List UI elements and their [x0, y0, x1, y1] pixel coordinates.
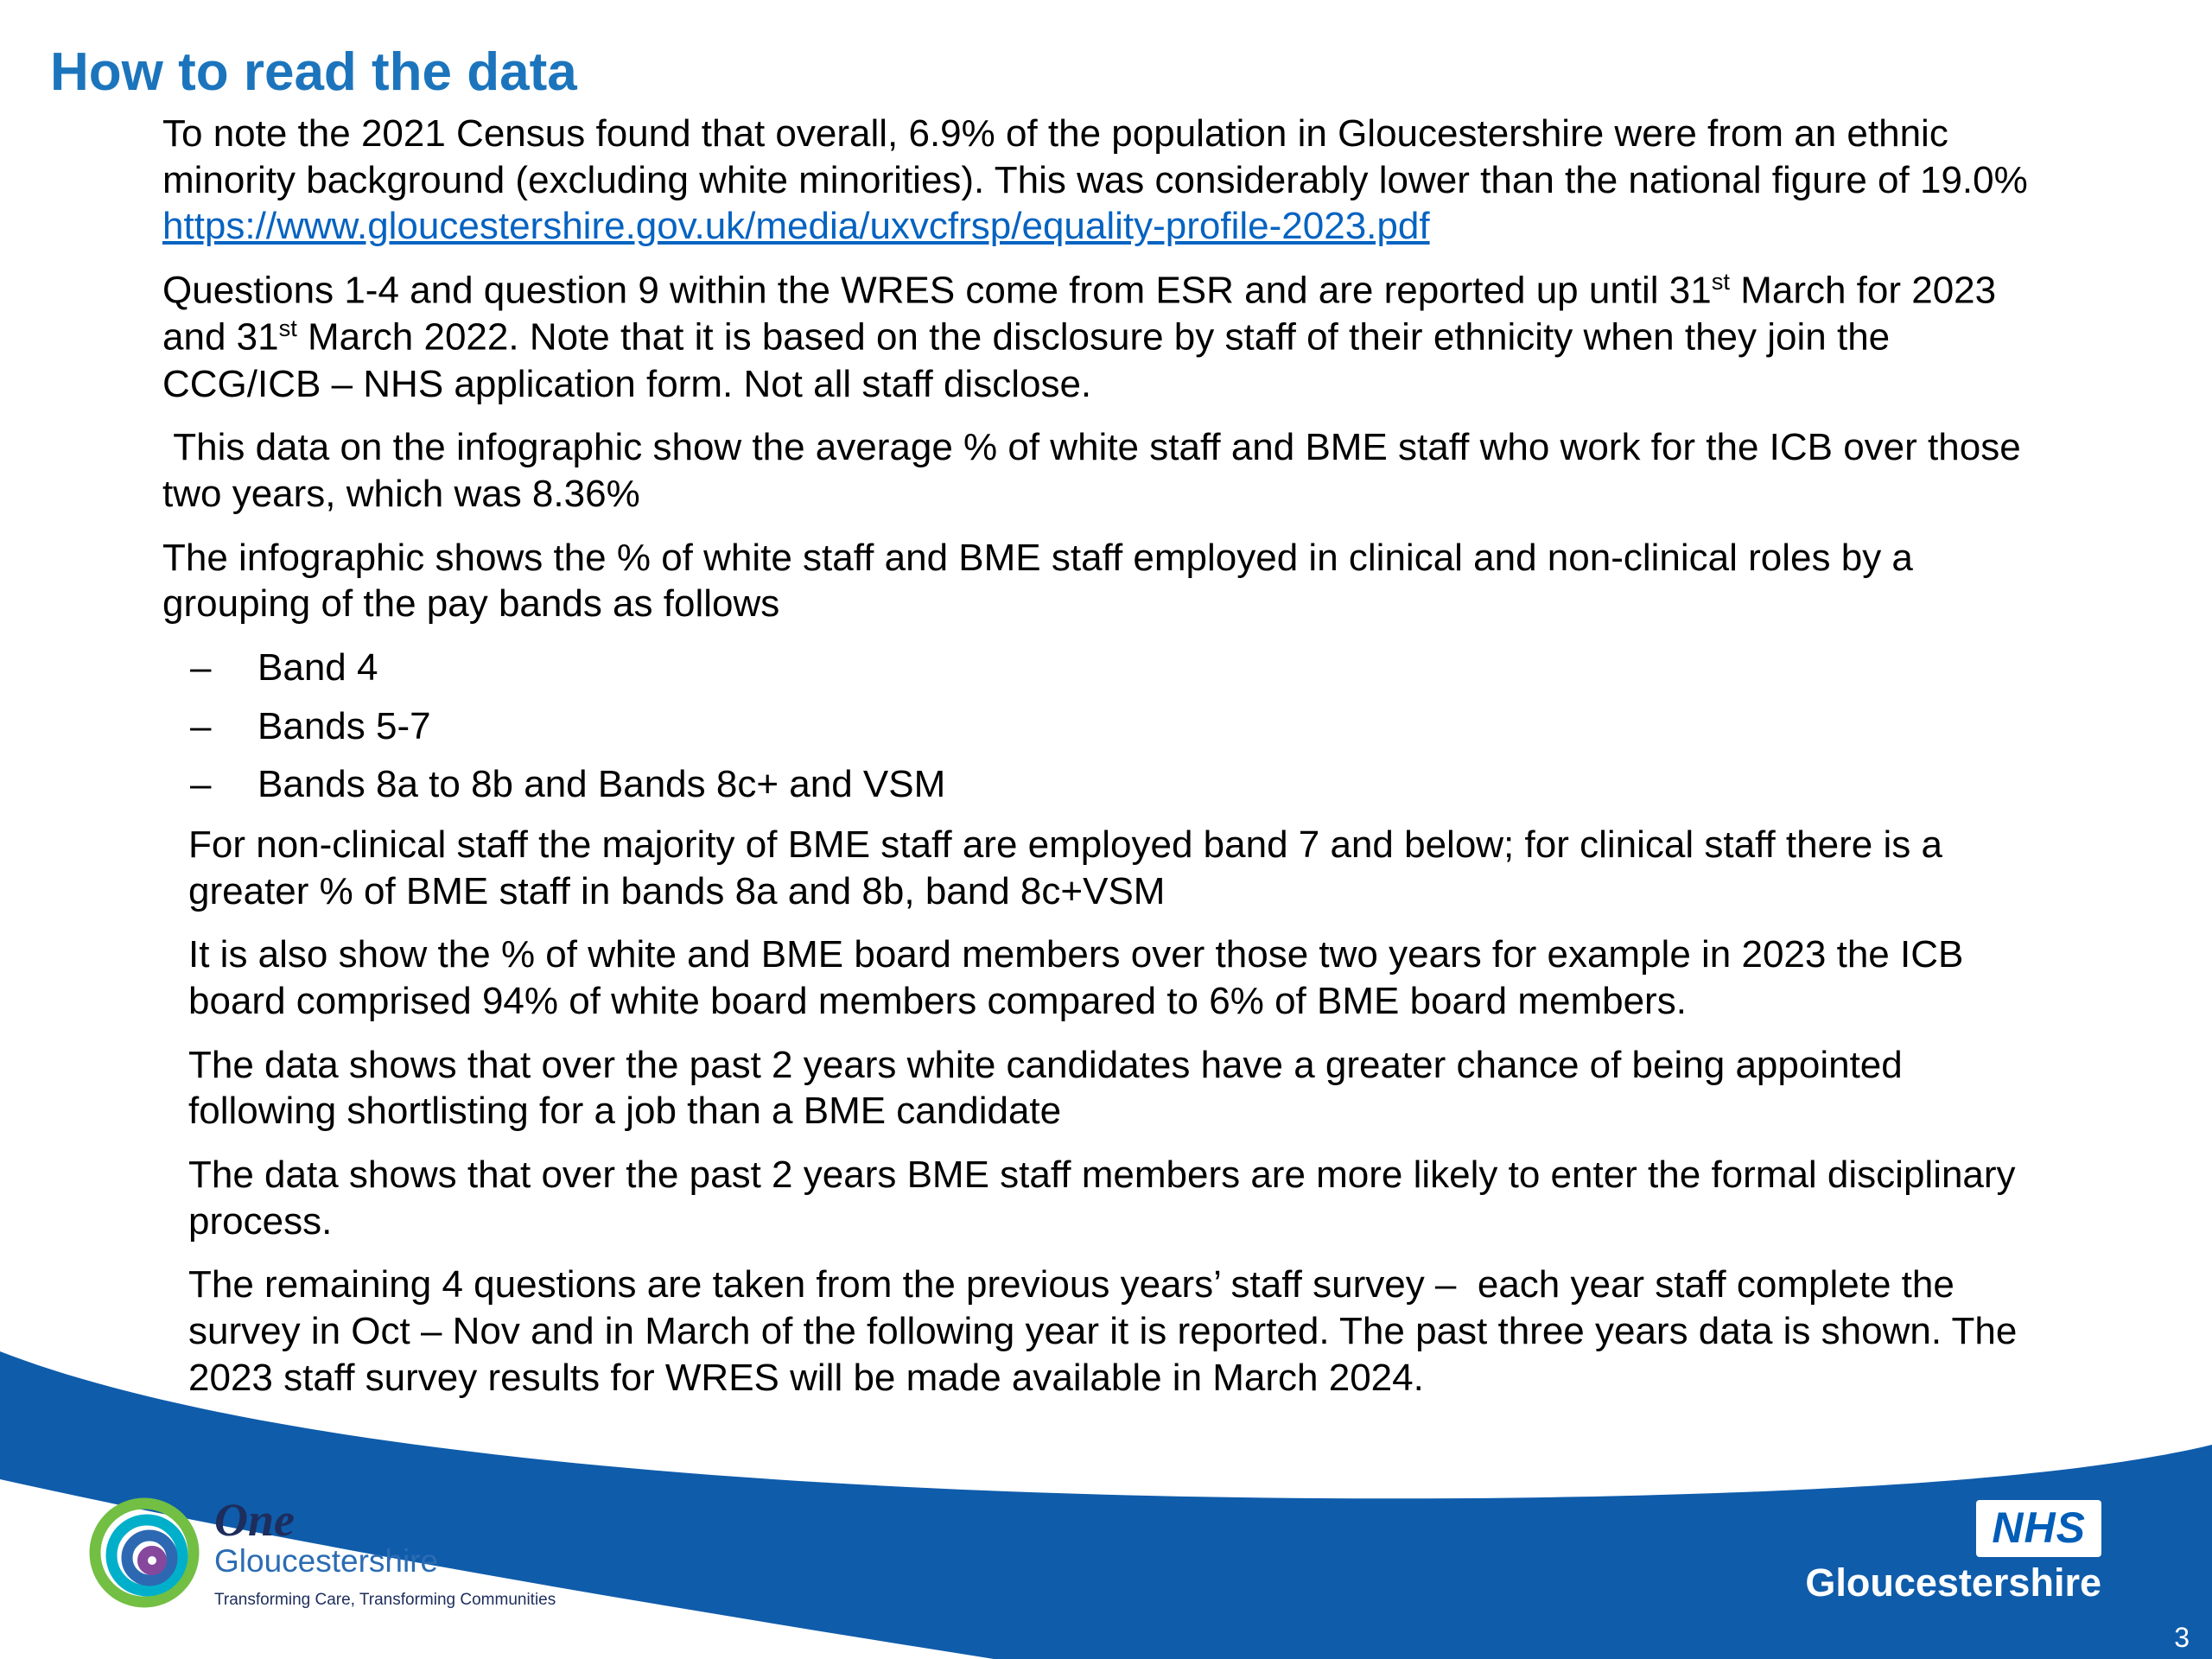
- paragraph-staff-survey: The remaining 4 questions are taken from…: [188, 1263, 2028, 1399]
- bullet-dash: –: [190, 646, 212, 690]
- bullet-dash: –: [190, 763, 212, 806]
- nhs-org-name: Gloucestershire: [1805, 1560, 2101, 1605]
- wres-source-text-2: March for 2023 and 31: [162, 269, 2007, 359]
- page-number: 3: [2174, 1622, 2190, 1653]
- census-note-text: To note the 2021 Census found that overa…: [162, 112, 2038, 201]
- footer-wave-shape: [0, 1351, 2212, 1659]
- paragraph-board-members: It is also show the % of white and BME b…: [188, 933, 1974, 1023]
- bullet-text: Bands 8a to 8b and Bands 8c+ and VSM: [257, 763, 946, 806]
- one-logo-word-gloucestershire: Gloucestershire: [214, 1543, 439, 1579]
- equality-profile-link[interactable]: https://www.gloucestershire.gov.uk/media…: [162, 205, 1430, 248]
- one-logo-word-one: One: [214, 1494, 295, 1546]
- bullet-item-band-4: – Band 4: [190, 645, 2029, 691]
- one-gloucestershire-swirl-icon: [89, 1497, 200, 1608]
- nhs-logo-block: NHS Gloucestershire: [1805, 1500, 2101, 1605]
- paragraph-average-staff: This data on the infographic show the av…: [162, 426, 2031, 516]
- bullet-item-bands-5-7: – Bands 5-7: [190, 703, 2029, 750]
- footer-wave: [0, 1351, 2212, 1659]
- slide-body: To note the 2021 Census found that overa…: [162, 111, 2029, 1418]
- bullet-text: Band 4: [257, 646, 378, 690]
- one-logo-text: One Gloucestershire Transforming Care, T…: [214, 1497, 556, 1610]
- pay-band-bullet-list: – Band 4 – Bands 5-7 – Bands 8a to 8b an…: [190, 645, 2029, 808]
- one-logo-tagline: Transforming Care, Transforming Communit…: [214, 1590, 556, 1609]
- bullet-dash: –: [190, 704, 212, 747]
- wres-source-text-3: March 2022. Note that it is based on the…: [162, 316, 1901, 405]
- paragraph-wres-source: Questions 1-4 and question 9 within the …: [162, 267, 2029, 407]
- one-gloucestershire-logo: One Gloucestershire Transforming Care, T…: [88, 1497, 556, 1610]
- wres-source-text-1: Questions 1-4 and question 9 within the …: [162, 269, 1712, 312]
- superscript-st-1: st: [1711, 268, 1730, 296]
- paragraph-nonclinical-staff: For non-clinical staff the majority of B…: [188, 823, 1954, 912]
- paragraph-census-note: To note the 2021 Census found that overa…: [162, 111, 2029, 250]
- superscript-st-2: st: [278, 315, 297, 342]
- page-title: How to read the data: [50, 42, 577, 102]
- paragraph-appointment-chance: The data shows that over the past 2 year…: [188, 1043, 1913, 1133]
- paragraph-disciplinary-process: The data shows that over the past 2 year…: [188, 1154, 2026, 1243]
- paragraph-infographic-roles: The infographic shows the % of white sta…: [162, 536, 1924, 626]
- bullet-item-bands-8-vsm: – Bands 8a to 8b and Bands 8c+ and VSM: [190, 761, 2029, 808]
- bullet-text: Bands 5-7: [257, 704, 431, 747]
- nhs-logo-icon: NHS: [1976, 1500, 2101, 1557]
